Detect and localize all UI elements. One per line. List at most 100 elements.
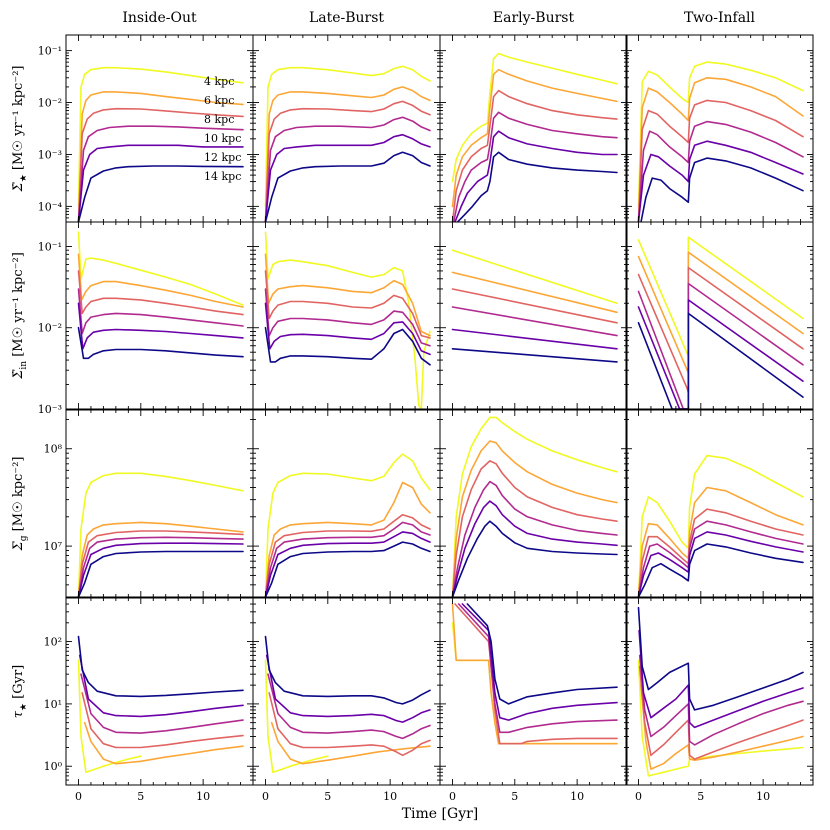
series-line-8-kpc — [451, 288, 618, 324]
column-title-inside-out: Inside-Out — [122, 10, 197, 26]
panel-gas-late-burst — [252, 409, 441, 598]
series-line-12-kpc — [77, 542, 244, 597]
column-title-early-burst: Early-Burst — [493, 10, 575, 26]
series-line-14-kpc — [264, 635, 431, 705]
panel-grid: Inside-Out Late-Burst Early-Burst Two-Infal… — [11, 10, 814, 803]
series-line-10-kpc — [77, 536, 244, 597]
panel-frame — [625, 597, 814, 786]
series-line-12-kpc — [78, 654, 244, 718]
panel-sfr-inside-out — [65, 34, 254, 223]
series-line-10-kpc — [77, 125, 244, 222]
series-line-4-kpc — [77, 659, 142, 774]
series-line-14-kpc — [77, 165, 244, 222]
series-group — [77, 472, 244, 597]
series-line-4-kpc — [264, 231, 431, 409]
y-tick-label: 10⁻¹ — [38, 240, 62, 253]
series-line-6-kpc — [637, 77, 804, 222]
series-line-14-kpc — [456, 151, 618, 222]
legend-entry: 6 kpc — [204, 94, 234, 107]
panel-gas-two-infall — [625, 409, 814, 598]
series-group — [637, 606, 804, 777]
series-line-4-kpc — [264, 65, 431, 208]
panel-frame — [439, 409, 628, 598]
series-line-6-kpc — [451, 68, 618, 208]
panel-infall-two-infall — [625, 221, 814, 410]
series-line-6-kpc — [270, 721, 431, 765]
series-group — [264, 635, 431, 774]
series-line-10-kpc — [267, 673, 431, 740]
series-group — [637, 236, 804, 409]
series-line-6-kpc — [77, 91, 244, 222]
series-line-10-kpc — [638, 654, 804, 746]
series-line-6-kpc — [640, 684, 804, 770]
x-tick-label: 0 — [262, 790, 269, 803]
series-line-6-kpc — [264, 86, 431, 222]
column-title-late-burst: Late-Burst — [309, 10, 384, 26]
x-axis-label: Time [Gyr] — [402, 806, 479, 822]
series-line-8-kpc — [264, 513, 431, 597]
series-line-4-kpc — [451, 249, 618, 305]
series-line-10-kpc — [637, 120, 804, 222]
series-line-14-kpc — [77, 326, 244, 360]
series-line-10-kpc — [264, 521, 431, 597]
series-line-8-kpc — [264, 100, 431, 222]
series-line-6-kpc — [83, 721, 244, 765]
series-group — [637, 61, 804, 222]
series-line-8-kpc — [77, 530, 244, 597]
series-line-14-kpc — [451, 520, 618, 597]
series-line-10-kpc — [637, 282, 804, 409]
series-line-10-kpc — [80, 673, 244, 734]
panel-gas-inside-out — [65, 409, 254, 598]
y-tick-label: 10⁻² — [38, 97, 62, 110]
x-tick-label: 5 — [697, 790, 704, 803]
series-line-12-kpc — [264, 531, 431, 597]
panel-infall-early-burst — [439, 221, 628, 410]
x-tick-label: 10 — [383, 790, 397, 803]
series-line-10-kpc — [451, 480, 618, 597]
y-axis-label-tau: τ★ [Gyr] — [11, 665, 29, 719]
x-tick-label: 10 — [756, 790, 770, 803]
series-line-4-kpc — [77, 231, 244, 306]
y-tick-label: 10⁷ — [44, 540, 63, 553]
series-line-8-kpc — [638, 665, 804, 760]
x-tick-label: 0 — [635, 790, 642, 803]
panel-tau-two-infall — [625, 597, 814, 786]
series-line-12-kpc — [264, 302, 431, 356]
series-group — [451, 249, 618, 363]
series-line-14-kpc — [637, 606, 804, 711]
series-line-4-kpc — [637, 454, 804, 597]
series-line-6-kpc — [264, 253, 431, 337]
y-tick-label: 10⁰ — [44, 760, 63, 773]
series-line-10-kpc — [77, 288, 244, 335]
series-line-10-kpc — [264, 288, 431, 347]
legend-entry: 12 kpc — [204, 151, 241, 164]
x-tick-label: 5 — [324, 790, 331, 803]
series-line-8-kpc — [77, 107, 244, 222]
x-tick-label: 5 — [137, 790, 144, 803]
series-group — [77, 635, 244, 774]
series-line-8-kpc — [451, 89, 618, 222]
series-line-6-kpc — [77, 253, 244, 308]
legend-entry: 14 kpc — [204, 170, 241, 183]
panel-frame — [439, 597, 628, 786]
panel-infall-inside-out — [65, 221, 254, 410]
series-line-12-kpc — [264, 133, 431, 222]
series-line-14-kpc — [451, 348, 618, 363]
legend-entry: 10 kpc — [204, 132, 241, 145]
y-tick-label: 10⁻³ — [38, 403, 62, 416]
series-line-14-kpc — [640, 157, 804, 222]
series-line-12-kpc — [77, 144, 244, 222]
panel-tau-early-burst — [439, 597, 628, 786]
y-tick-label: 10⁸ — [44, 443, 63, 456]
y-tick-label: 10⁻² — [38, 322, 62, 335]
x-tick-label: 10 — [196, 790, 210, 803]
series-line-8-kpc — [268, 692, 431, 757]
series-group — [77, 231, 244, 360]
series-line-10-kpc — [451, 306, 618, 337]
series-line-14-kpc — [264, 541, 431, 597]
series-line-4-kpc — [637, 61, 804, 208]
legend-entry: 8 kpc — [204, 113, 234, 126]
series-line-12-kpc — [637, 140, 804, 222]
